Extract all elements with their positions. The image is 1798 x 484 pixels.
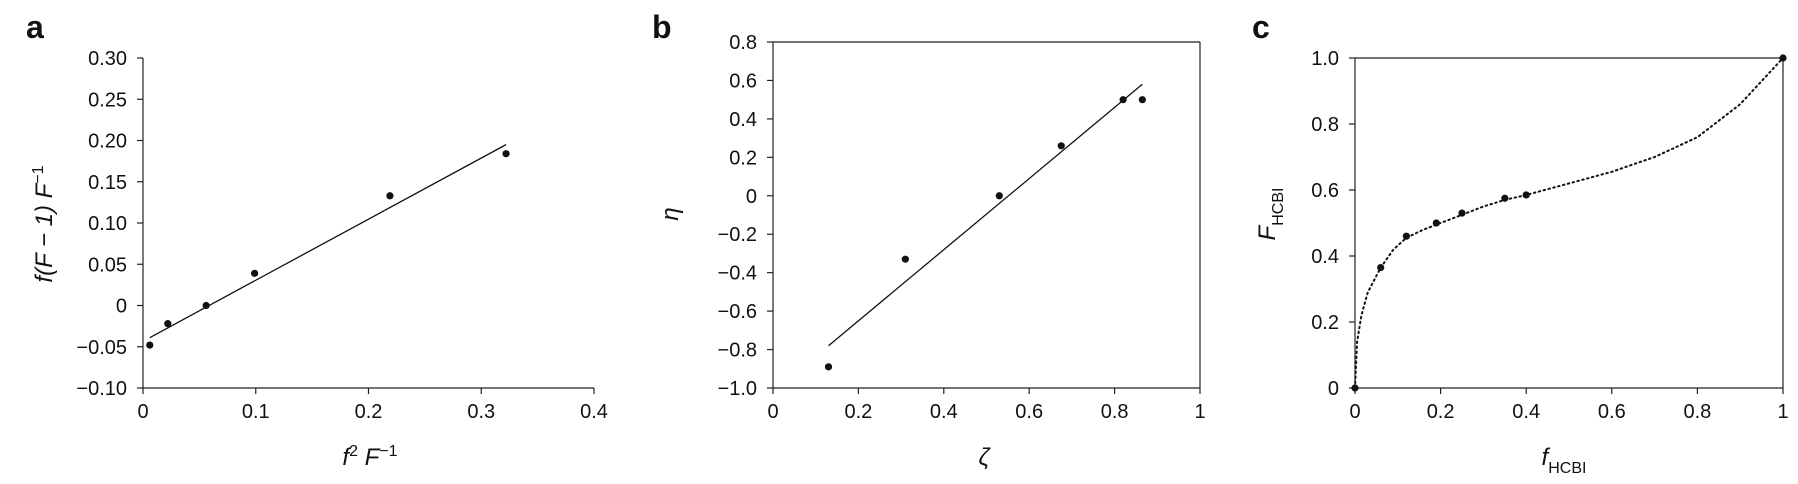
panel-c-x-tick-label: 0 <box>1349 401 1360 423</box>
panel-a-x-tick-label: 0.2 <box>355 401 383 423</box>
panel-c-data-point <box>1501 194 1509 202</box>
panel-b-y-tick-label: 0.6 <box>729 70 757 92</box>
panel-b-fit-line <box>828 83 1143 347</box>
panel-c-y-tick-label: 0 <box>1328 378 1339 400</box>
panel-b-y-tick-label: −0.6 <box>718 301 757 323</box>
panel-c-x-tick-label: 0.6 <box>1598 401 1626 423</box>
panel-c-dotted-curve <box>1354 57 1784 389</box>
panel-a-x-tick-label: 0 <box>137 401 148 423</box>
panel-a-y-tick-label: 0.15 <box>88 172 127 194</box>
panel-a-data-point <box>386 192 394 200</box>
panel-c-data-point <box>1458 209 1466 217</box>
panel-a-x-tick-label: 0.4 <box>580 401 608 423</box>
panel-b-x-tick-label: 0.4 <box>930 401 958 423</box>
panel-a-y-axis-label: f(F − 1) F−1 <box>30 165 58 282</box>
panel-c-y-tick-label: 0.2 <box>1311 312 1339 334</box>
panel-c-x-tick-label: 0.4 <box>1512 401 1540 423</box>
panel-b-x-tick-label: 0.6 <box>1015 401 1043 423</box>
panel-b-y-tick-label: 0.4 <box>729 109 757 131</box>
panel-b-y-tick-label: −0.2 <box>718 224 757 246</box>
panel-letter-c: c <box>1252 9 1270 45</box>
panel-b-y-tick-label: 0.2 <box>729 147 757 169</box>
panel-b-y-tick-label: −0.4 <box>718 263 757 285</box>
panel-a-x-axis-label: f2 F−1 <box>342 443 397 471</box>
panel-c-y-tick-label: 0.4 <box>1311 246 1339 268</box>
panel-b: 0 0.2 0.4 0.6 0.8 1 −1.0 −0.8 −0.6 −0.4 −0.2 0 0.2 0.… <box>718 32 1206 423</box>
panel-letter-a: a <box>26 9 44 45</box>
panel-b-y-tick-label: 0 <box>746 186 757 208</box>
panel-a-y-tick-label: −0.05 <box>76 337 127 359</box>
panel-a-x-tick-label: 0.1 <box>242 401 270 423</box>
panel-b-y-tick-label: 0.8 <box>729 32 757 54</box>
panel-a: 0 0.1 0.2 0.3 0.4 −0.10 −0.05 0 0.05 0.10 0.15 0.20… <box>76 48 608 423</box>
panel-b-x-tick-label: 0.8 <box>1101 401 1129 423</box>
panel-b-data-point <box>901 255 909 263</box>
panel-c-data-point <box>1522 191 1530 199</box>
panel-c-x-tick-label: 0.2 <box>1427 401 1455 423</box>
panel-c-y-axis-label: FHCBI <box>1254 188 1287 241</box>
panel-a-x-tick-label: 0.3 <box>467 401 495 423</box>
panel-a-y-tick-label: 0.25 <box>88 89 127 111</box>
panel-b-data-point <box>1119 96 1127 104</box>
panel-a-data-point <box>164 320 172 328</box>
panel-c-x-tick-label: 1 <box>1777 401 1788 423</box>
panel-a-data-point <box>202 301 210 310</box>
panel-b-x-tick-label: 0 <box>767 401 778 423</box>
panel-c-data-point <box>1351 384 1359 392</box>
panel-b-x-axis-label: ζ <box>978 444 991 471</box>
panel-a-y-tick-label: 0.20 <box>88 131 127 153</box>
panel-b-y-axis-label: η <box>657 207 684 220</box>
panel-b-x-tick-label: 1 <box>1194 401 1205 423</box>
panel-a-y-tick-label: −0.10 <box>76 378 127 400</box>
panel-c-data-point <box>1779 54 1787 62</box>
panel-b-y-tick-label: −0.8 <box>718 340 757 362</box>
panel-b-data-point <box>995 192 1003 200</box>
panel-c: 0 0.2 0.4 0.6 0.8 1 0 0.2 0.4 0.6 0.8 1.0 <box>1311 48 1788 423</box>
panel-a-y-tick-label: 0.30 <box>88 48 127 70</box>
panel-b-x-tick-label: 0.2 <box>844 401 872 423</box>
panel-a-data-point <box>146 341 154 349</box>
panel-c-y-tick-label: 1.0 <box>1311 48 1339 70</box>
panel-a-y-tick-label: 0 <box>116 296 127 318</box>
panel-a-y-tick-label: 0.10 <box>88 213 127 235</box>
panel-b-data-point <box>824 363 833 371</box>
panel-c-y-tick-label: 0.6 <box>1311 180 1339 202</box>
panel-a-fit-line <box>149 144 507 339</box>
panel-a-y-tick-label: 0.05 <box>88 254 127 276</box>
panel-b-data-point <box>1057 142 1065 150</box>
panel-c-data-point <box>1377 263 1385 272</box>
panel-b-y-tick-label: −1.0 <box>718 378 757 400</box>
panel-a-data-point <box>251 269 259 277</box>
panel-c-x-axis-label: fHCBI <box>1542 444 1587 477</box>
panel-c-data-point <box>1432 219 1440 227</box>
panel-a-data-point <box>502 150 510 158</box>
panel-c-data-point <box>1402 232 1410 240</box>
panel-c-y-tick-label: 0.8 <box>1311 114 1339 136</box>
panel-letter-b: b <box>652 9 672 45</box>
panel-c-x-tick-label: 0.8 <box>1683 401 1711 423</box>
panel-b-data-point <box>1138 96 1146 104</box>
